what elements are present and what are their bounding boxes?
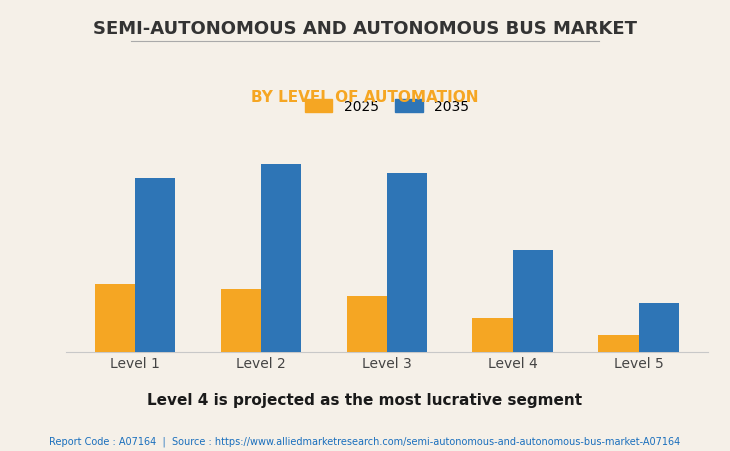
- Bar: [347, 296, 387, 352]
- Bar: [599, 335, 639, 352]
- Bar: [639, 304, 679, 352]
- Bar: [220, 289, 261, 352]
- Bar: [261, 164, 301, 352]
- Bar: [387, 174, 427, 352]
- Text: Level 4 is projected as the most lucrative segment: Level 4 is projected as the most lucrati…: [147, 391, 583, 407]
- Text: BY LEVEL OF AUTOMATION: BY LEVEL OF AUTOMATION: [251, 89, 479, 105]
- Bar: [512, 251, 553, 352]
- Bar: [472, 318, 512, 352]
- Text: SEMI-AUTONOMOUS AND AUTONOMOUS BUS MARKET: SEMI-AUTONOMOUS AND AUTONOMOUS BUS MARKE…: [93, 20, 637, 38]
- Legend: 2025, 2035: 2025, 2035: [299, 95, 474, 120]
- Bar: [95, 285, 135, 352]
- Text: Report Code : A07164  |  Source : https://www.alliedmarketresearch.com/semi-auto: Report Code : A07164 | Source : https://…: [50, 436, 680, 446]
- Bar: [135, 179, 175, 352]
